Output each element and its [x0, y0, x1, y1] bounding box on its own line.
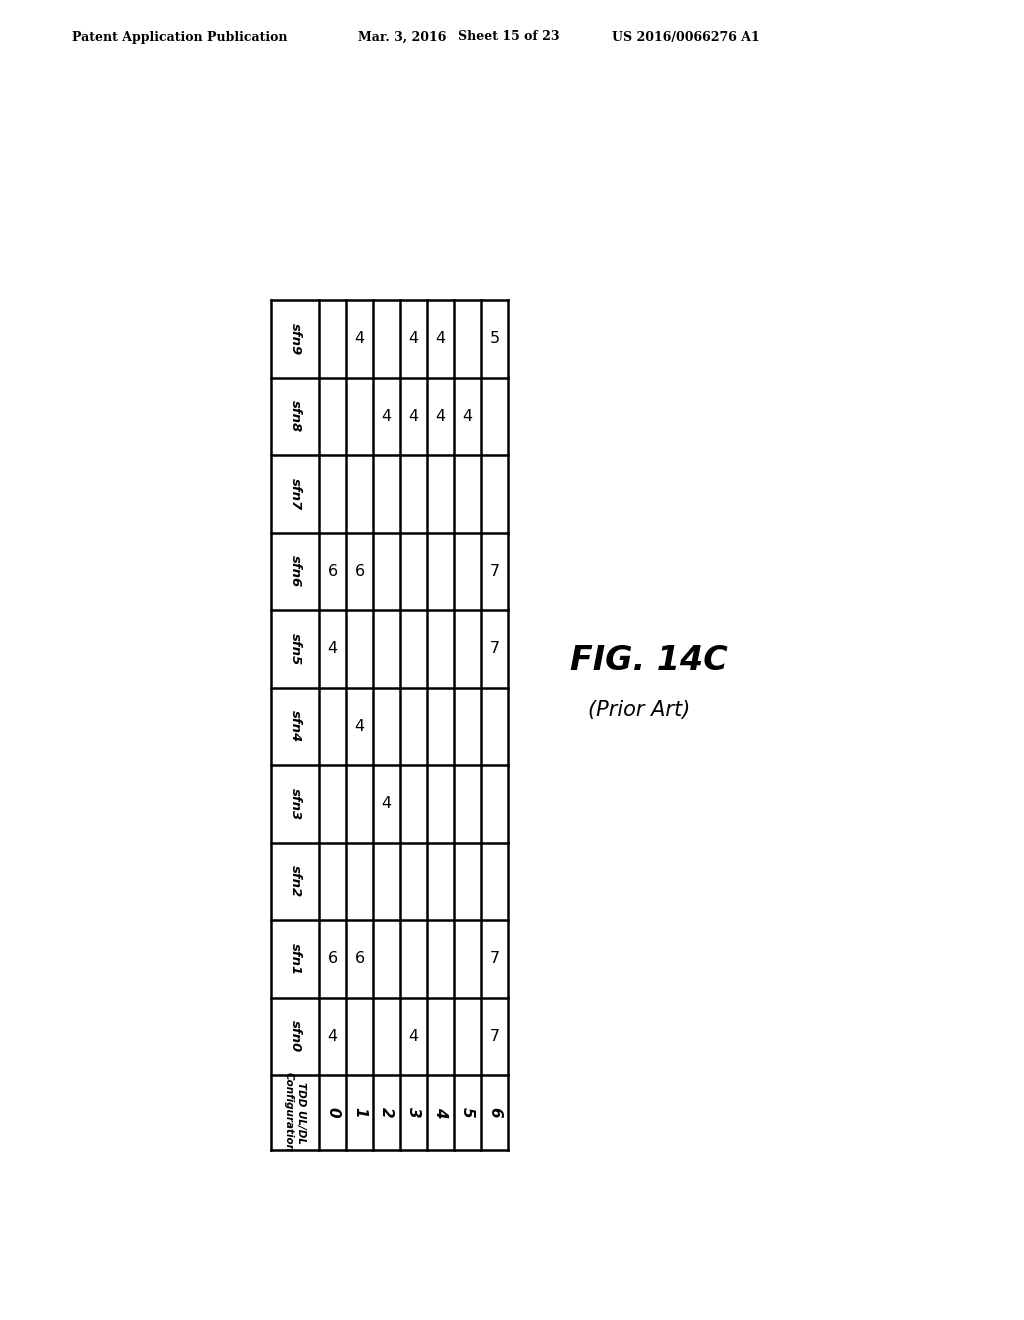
- Text: US 2016/0066276 A1: US 2016/0066276 A1: [612, 30, 760, 44]
- Text: 5: 5: [489, 331, 500, 346]
- Text: 6: 6: [354, 564, 365, 578]
- Text: 6: 6: [487, 1107, 502, 1118]
- Text: Sheet 15 of 23: Sheet 15 of 23: [458, 30, 559, 44]
- Text: 4: 4: [328, 642, 338, 656]
- Text: sfn5: sfn5: [289, 632, 301, 665]
- Text: 7: 7: [489, 642, 500, 656]
- Text: 4: 4: [381, 409, 391, 424]
- Text: 4: 4: [328, 1028, 338, 1044]
- Text: sfn8: sfn8: [289, 400, 301, 433]
- Text: FIG. 14C: FIG. 14C: [570, 644, 728, 676]
- Text: sfn3: sfn3: [289, 788, 301, 820]
- Text: 3: 3: [406, 1107, 421, 1118]
- Text: 1: 1: [352, 1107, 367, 1118]
- Text: sfn2: sfn2: [289, 865, 301, 898]
- Text: 4: 4: [435, 331, 445, 346]
- Text: Patent Application Publication: Patent Application Publication: [72, 30, 288, 44]
- Text: Mar. 3, 2016: Mar. 3, 2016: [358, 30, 446, 44]
- Text: 4: 4: [409, 331, 419, 346]
- Text: 5: 5: [460, 1107, 475, 1118]
- Text: sfn7: sfn7: [289, 478, 301, 510]
- Text: 4: 4: [409, 1028, 419, 1044]
- Text: 4: 4: [354, 719, 365, 734]
- Text: sfn9: sfn9: [289, 322, 301, 355]
- Text: 6: 6: [328, 952, 338, 966]
- Text: 4: 4: [381, 796, 391, 812]
- Text: 4: 4: [463, 409, 472, 424]
- Text: 7: 7: [489, 952, 500, 966]
- Text: sfn6: sfn6: [289, 556, 301, 587]
- Text: sfn1: sfn1: [289, 942, 301, 975]
- Text: 6: 6: [328, 564, 338, 578]
- Text: 7: 7: [489, 1028, 500, 1044]
- Text: (Prior Art): (Prior Art): [588, 700, 690, 719]
- Text: 4: 4: [433, 1107, 449, 1118]
- Text: TDD UL/DL
Configuration: TDD UL/DL Configuration: [284, 1072, 306, 1152]
- Text: 4: 4: [354, 331, 365, 346]
- Text: 0: 0: [325, 1107, 340, 1118]
- Text: 6: 6: [354, 952, 365, 966]
- Text: sfn4: sfn4: [289, 710, 301, 742]
- Text: 2: 2: [379, 1107, 394, 1118]
- Text: 4: 4: [409, 409, 419, 424]
- Text: 7: 7: [489, 564, 500, 578]
- Text: 4: 4: [435, 409, 445, 424]
- Text: sfn0: sfn0: [289, 1020, 301, 1052]
